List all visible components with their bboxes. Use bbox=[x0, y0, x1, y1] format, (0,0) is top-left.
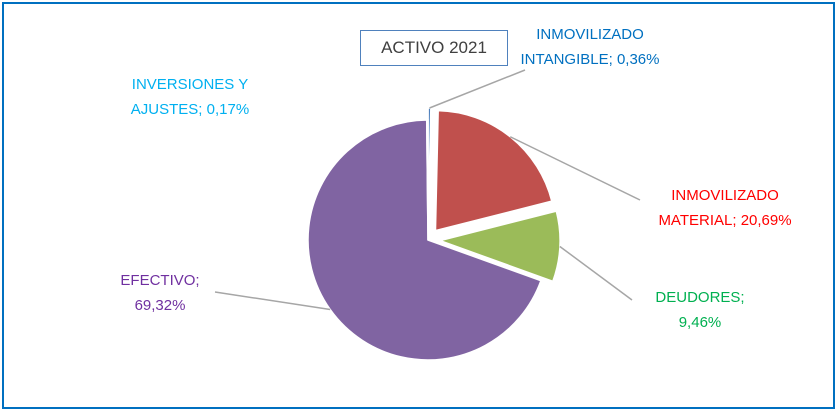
chart-title: ACTIVO 2021 bbox=[360, 30, 508, 66]
value-label: 20,69% bbox=[740, 212, 792, 229]
value-label: 0,36% bbox=[616, 51, 660, 68]
category-label: DEUDORES; bbox=[655, 289, 745, 306]
data-label: INMOVILIZADO MATERIAL; 20,69% bbox=[650, 183, 800, 233]
data-label: INVERSIONES Y AJUSTES; 0,17% bbox=[100, 72, 280, 122]
leader-line bbox=[214, 291, 331, 311]
category-label: EFECTIVO; bbox=[120, 272, 200, 289]
leader-line bbox=[559, 245, 633, 301]
pie-slice bbox=[425, 119, 429, 241]
value-label: 69,32% bbox=[134, 297, 186, 314]
leader-line bbox=[509, 136, 641, 201]
leader-line bbox=[429, 69, 526, 109]
category-label: INMOVILIZADO INTANGIBLE; bbox=[520, 26, 644, 68]
pie-slice bbox=[434, 109, 553, 232]
data-label: EFECTIVO; 69,32% bbox=[110, 268, 210, 318]
data-label: DEUDORES; 9,46% bbox=[650, 285, 750, 335]
value-label: 0,17% bbox=[206, 101, 250, 118]
value-label: 9,46% bbox=[678, 314, 722, 331]
category-label: INVERSIONES Y AJUSTES; bbox=[130, 76, 249, 118]
category-label: INMOVILIZADO MATERIAL; bbox=[658, 187, 779, 229]
data-label: INMOVILIZADO INTANGIBLE; 0,36% bbox=[515, 22, 665, 72]
